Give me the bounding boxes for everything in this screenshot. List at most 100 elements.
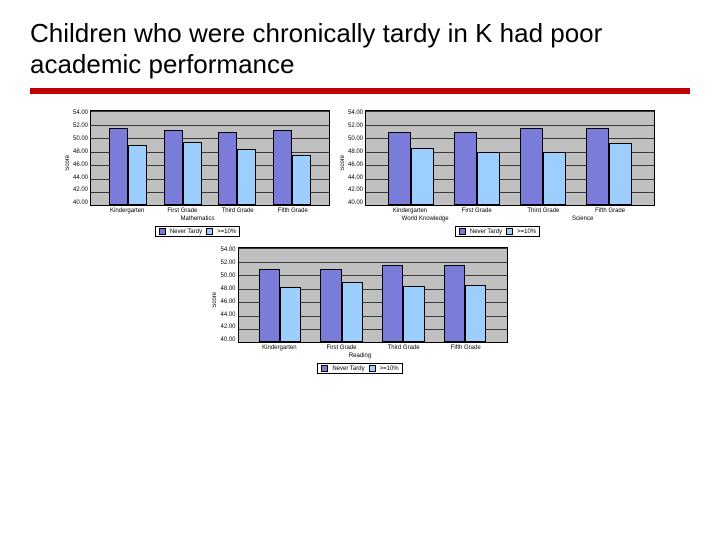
bar-series-b bbox=[609, 143, 632, 205]
y-tick: 42.00 bbox=[348, 187, 363, 193]
bar-series-b bbox=[128, 145, 147, 205]
bar-series-a bbox=[164, 130, 183, 205]
bar-series-a bbox=[382, 265, 403, 342]
y-tick: 44.00 bbox=[73, 175, 88, 181]
bar-series-b bbox=[292, 155, 311, 205]
x-tick: Kindergarten bbox=[100, 208, 155, 214]
bar-series-b bbox=[342, 282, 363, 342]
legend: Never Tardy >=10% bbox=[317, 363, 402, 374]
bar-series-a bbox=[520, 128, 543, 205]
bar-series-b bbox=[280, 287, 301, 343]
bar-series-a bbox=[586, 128, 609, 206]
y-tick: 54.00 bbox=[73, 110, 88, 116]
bar-series-b bbox=[465, 285, 486, 342]
y-tick: 40.00 bbox=[220, 337, 235, 343]
legend-label-b: >=10% bbox=[217, 229, 236, 235]
y-tick: 54.00 bbox=[348, 110, 363, 116]
y-tick: 50.00 bbox=[73, 136, 88, 142]
y-tick: 52.00 bbox=[348, 123, 363, 129]
legend-label-a: Never Tardy bbox=[332, 366, 364, 372]
x-tick: Fifth Grade bbox=[265, 208, 320, 214]
bar-series-a bbox=[388, 132, 411, 206]
y-tick: 50.00 bbox=[220, 273, 235, 279]
plot-area bbox=[365, 110, 655, 206]
bar-series-b bbox=[411, 148, 434, 205]
legend: Never Tardy >=10% bbox=[455, 226, 540, 237]
x-tick: Third Grade bbox=[210, 208, 265, 214]
legend: Never Tardy >=10% bbox=[155, 226, 240, 237]
bottom-chart-row: Score 54.00 52.00 50.00 48.00 46.00 44.00 42.0… bbox=[30, 247, 690, 374]
bar-series-b bbox=[183, 142, 202, 206]
bar-series-a bbox=[218, 132, 237, 206]
legend-swatch-a bbox=[459, 228, 466, 235]
x-tick: Kindergarten bbox=[248, 345, 310, 351]
top-charts-row: Score 54.00 52.00 50.00 48.00 46.00 44.00 42.0… bbox=[30, 110, 690, 237]
chart-title: Reading bbox=[349, 353, 371, 359]
y-axis-ticks: 54.00 52.00 50.00 48.00 46.00 44.00 42.00 40.00 bbox=[73, 110, 90, 206]
y-tick: 42.00 bbox=[220, 324, 235, 330]
y-tick: 46.00 bbox=[73, 162, 88, 168]
y-tick: 48.00 bbox=[220, 286, 235, 292]
y-tick: 52.00 bbox=[220, 260, 235, 266]
y-tick: 52.00 bbox=[73, 123, 88, 129]
y-tick: 40.00 bbox=[348, 200, 363, 206]
legend-swatch-b bbox=[369, 365, 376, 372]
bar-series-b bbox=[543, 152, 566, 206]
legend-swatch-a bbox=[159, 228, 166, 235]
x-tick: First Grade bbox=[443, 208, 510, 214]
y-tick: 46.00 bbox=[220, 299, 235, 305]
slide-title: Children who were chronically tardy in K… bbox=[30, 18, 690, 80]
x-axis: KindergartenFirst GradeThird GradeFifth … bbox=[365, 206, 655, 214]
y-axis-ticks: 54.00 52.00 50.00 48.00 46.00 44.00 42.00 40.00 bbox=[220, 247, 237, 343]
legend-label-a: Never Tardy bbox=[170, 229, 202, 235]
y-tick: 40.00 bbox=[73, 200, 88, 206]
chart-title: Mathematics bbox=[180, 216, 214, 222]
bar-series-b bbox=[477, 152, 500, 206]
chart-title-right: Science bbox=[572, 216, 593, 222]
y-tick: 48.00 bbox=[73, 149, 88, 155]
chart-mathematics: Score 54.00 52.00 50.00 48.00 46.00 44.00 42.0… bbox=[65, 110, 330, 237]
y-axis-label: Score bbox=[340, 155, 346, 171]
legend-swatch-b bbox=[506, 228, 513, 235]
legend-label-b: >=10% bbox=[380, 366, 399, 372]
x-tick: First Grade bbox=[310, 345, 372, 351]
bar-series-a bbox=[444, 265, 465, 342]
y-tick: 42.00 bbox=[73, 187, 88, 193]
y-tick: 48.00 bbox=[348, 149, 363, 155]
y-tick: 44.00 bbox=[220, 312, 235, 318]
bar-series-a bbox=[109, 128, 128, 205]
y-tick: 50.00 bbox=[348, 136, 363, 142]
chart-title-left: World Knowledge bbox=[402, 216, 449, 222]
y-tick: 44.00 bbox=[348, 175, 363, 181]
chart-titles-row: World Knowledge Science bbox=[340, 216, 655, 222]
x-tick: Third Grade bbox=[373, 345, 435, 351]
x-tick: Fifth Grade bbox=[577, 208, 644, 214]
y-axis-label: Score bbox=[212, 292, 218, 308]
x-axis: KindergartenFirst GradeThird GradeFifth … bbox=[238, 343, 508, 351]
legend-label-b: >=10% bbox=[517, 229, 536, 235]
x-axis: KindergartenFirst GradeThird GradeFifth … bbox=[90, 206, 330, 214]
bar-series-a bbox=[320, 269, 341, 343]
bar-series-b bbox=[403, 286, 424, 342]
bar-series-a bbox=[259, 269, 280, 343]
x-tick: First Grade bbox=[155, 208, 210, 214]
legend-label-a: Never Tardy bbox=[470, 229, 502, 235]
slide: Children who were chronically tardy in K… bbox=[0, 0, 720, 540]
x-tick: Fifth Grade bbox=[435, 345, 497, 351]
chart-world-science: Score 54.00 52.00 50.00 48.00 46.00 44.00 42.0… bbox=[340, 110, 655, 237]
legend-swatch-a bbox=[321, 365, 328, 372]
x-tick: Kindergarten bbox=[377, 208, 444, 214]
title-underline bbox=[30, 88, 690, 94]
y-tick: 46.00 bbox=[348, 162, 363, 168]
x-tick: Third Grade bbox=[510, 208, 577, 214]
legend-swatch-b bbox=[206, 228, 213, 235]
bar-series-a bbox=[454, 132, 477, 206]
chart-reading: Score 54.00 52.00 50.00 48.00 46.00 44.00 42.0… bbox=[212, 247, 507, 374]
y-axis-label: Score bbox=[65, 155, 71, 171]
bar-series-b bbox=[237, 149, 256, 205]
y-axis-ticks: 54.00 52.00 50.00 48.00 46.00 44.00 42.00 40.00 bbox=[348, 110, 365, 206]
plot-area bbox=[238, 247, 508, 343]
bar-series-a bbox=[273, 130, 292, 206]
y-tick: 54.00 bbox=[220, 247, 235, 253]
plot-area bbox=[90, 110, 330, 206]
